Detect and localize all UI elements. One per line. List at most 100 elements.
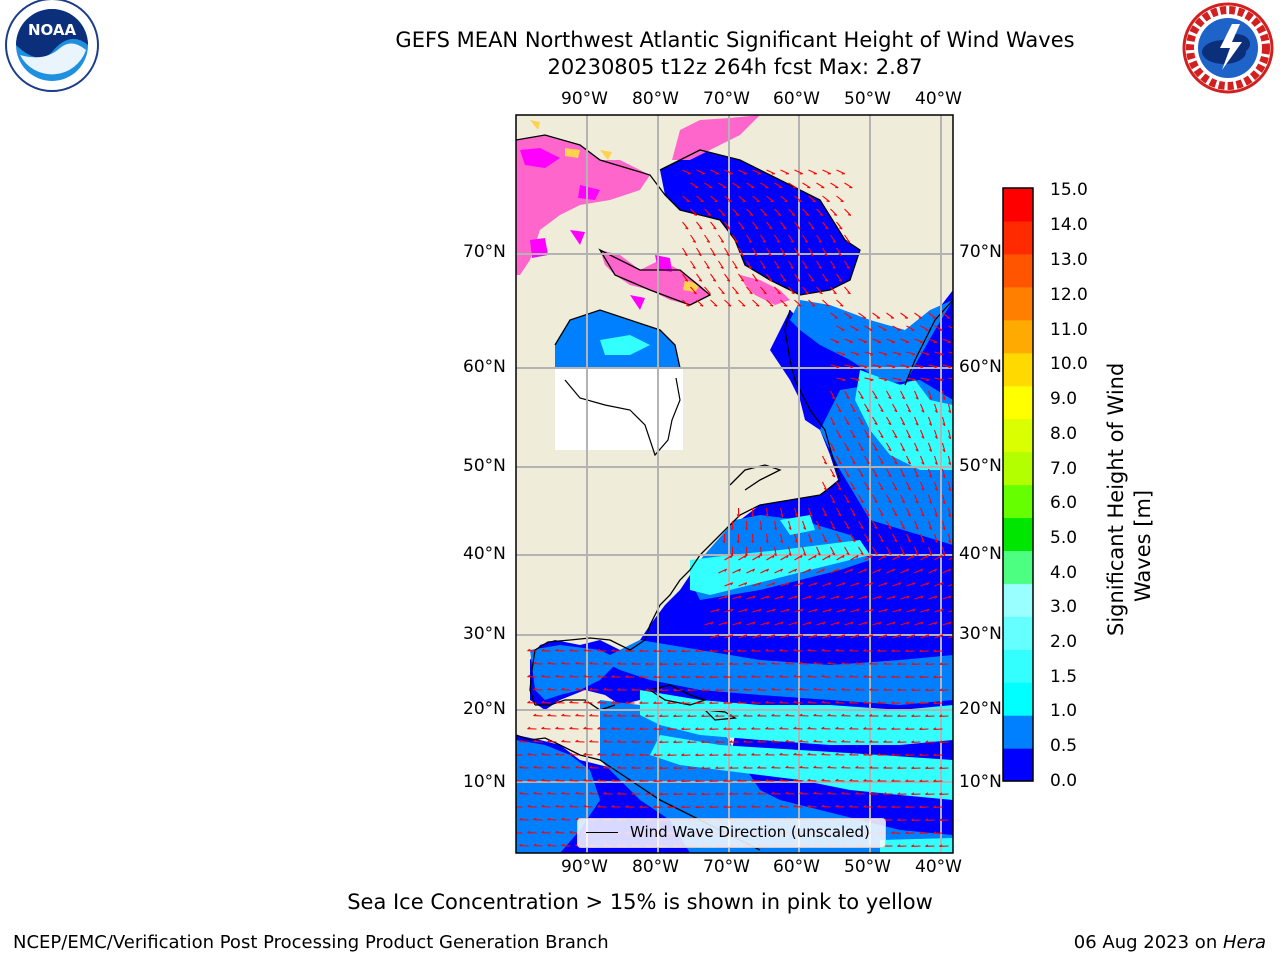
wind-wave-arrowhead <box>849 804 853 808</box>
wind-wave-arrowhead <box>869 766 873 769</box>
wind-wave-arrow <box>914 621 924 626</box>
wind-wave-arrowhead <box>751 727 755 730</box>
wind-wave-arrowhead <box>681 649 685 652</box>
wind-wave-arrow <box>780 247 786 256</box>
wind-wave-arrow <box>746 286 753 295</box>
wind-wave-arrowhead <box>898 353 902 356</box>
wind-wave-arrow <box>864 377 874 381</box>
wind-wave-arrowhead <box>948 366 952 369</box>
wind-wave-arrow <box>844 390 850 399</box>
wind-wave-arrow <box>765 533 769 543</box>
wind-wave-arrowhead <box>617 688 621 691</box>
wind-wave-arrow <box>919 533 925 543</box>
wind-wave-arrowhead <box>784 200 788 203</box>
wind-wave-arrowhead <box>791 214 795 216</box>
wind-wave-arrow <box>752 554 761 561</box>
wind-wave-arrowhead <box>743 792 747 795</box>
wind-wave-arrowhead <box>771 661 775 665</box>
wind-wave-arrowhead <box>727 227 731 230</box>
wind-wave-arrowhead <box>743 688 747 691</box>
wind-wave-arrowhead <box>812 200 816 203</box>
wind-wave-arrow <box>808 273 815 282</box>
wind-wave-arrowhead <box>583 700 587 704</box>
wind-wave-arrowhead <box>759 527 763 531</box>
wind-wave-arrowhead <box>814 634 818 638</box>
wind-wave-arrowhead <box>905 701 909 704</box>
wind-wave-arrowhead <box>803 553 807 556</box>
wind-wave-arrow <box>760 182 769 189</box>
wind-wave-arrow <box>774 568 783 574</box>
wind-wave-arrowhead <box>527 778 531 782</box>
wind-wave-arrowhead <box>770 200 774 203</box>
wind-wave-arrowhead <box>755 227 759 230</box>
colorbar-label-line-2: Waves [m] <box>1131 489 1155 602</box>
wind-wave-arrow <box>906 533 911 543</box>
wind-wave-arrow <box>836 247 842 256</box>
wind-wave-arrow <box>773 520 777 530</box>
wind-wave-arrowhead <box>852 539 856 543</box>
wind-wave-arrowhead <box>734 240 738 243</box>
wind-wave-arrowhead <box>597 752 601 756</box>
lon-label-bottom: 70°W <box>703 857 750 877</box>
wind-wave-arrowhead <box>827 713 831 717</box>
wind-wave-arrowhead <box>611 649 615 652</box>
wind-wave-arrowhead <box>915 500 919 504</box>
lat-label-right: 10°N <box>959 772 1002 792</box>
wind-wave-arrow <box>858 546 864 555</box>
wind-wave-arrow <box>732 595 742 600</box>
colorbar-cell <box>1003 286 1033 321</box>
wind-wave-arrowhead <box>786 634 790 638</box>
wind-wave-arrowhead <box>799 687 803 691</box>
wind-wave-arrowhead <box>846 396 850 400</box>
legend-line-icon <box>586 832 618 833</box>
colorbar-cell <box>1003 748 1033 782</box>
wind-wave-arrowhead <box>639 701 643 704</box>
wind-wave-arrowhead <box>911 688 915 691</box>
wind-wave-arrowhead <box>869 714 873 717</box>
wind-wave-arrowhead <box>847 214 851 216</box>
wind-wave-arrowhead <box>948 462 952 466</box>
wind-wave-arrowhead <box>835 804 839 808</box>
wind-wave-arrow <box>900 442 906 452</box>
wind-wave-arrow <box>864 481 870 490</box>
wind-wave-arrowhead <box>819 292 823 295</box>
wind-wave-arrow <box>724 195 732 203</box>
wind-wave-arrow <box>892 481 898 491</box>
wind-wave-arrowhead <box>934 514 938 517</box>
wind-wave-arrowhead <box>757 740 761 743</box>
wind-wave-arrowhead <box>933 727 937 730</box>
wind-wave-arrow <box>732 208 740 216</box>
wind-wave-arrow <box>822 299 830 307</box>
wind-wave-arrowhead <box>812 304 816 307</box>
wind-wave-arrowhead <box>860 396 864 400</box>
wind-wave-arrowhead <box>863 805 867 808</box>
wind-wave-arrowhead <box>915 474 919 478</box>
wind-wave-arrowhead <box>942 501 946 505</box>
wind-wave-arrowhead <box>894 435 898 439</box>
wind-wave-arrowhead <box>898 379 902 382</box>
wind-wave-arrow <box>830 494 836 504</box>
wind-wave-arrowhead <box>673 740 677 743</box>
wind-wave-arrow <box>802 286 809 295</box>
wind-wave-arrow <box>878 634 888 639</box>
wind-wave-arrowhead <box>713 227 717 230</box>
wind-wave-arrow <box>872 621 882 626</box>
wind-wave-arrowhead <box>884 608 888 612</box>
wind-wave-arrow <box>830 364 840 368</box>
wind-wave-arrowhead <box>722 540 725 544</box>
wind-wave-arrow <box>844 364 854 368</box>
wind-wave-arrow <box>745 520 748 531</box>
wind-wave-arrowhead <box>846 552 850 556</box>
wind-wave-arrowhead <box>695 649 699 652</box>
wind-wave-arrowhead <box>842 582 846 586</box>
wind-wave-arrowhead <box>934 568 938 572</box>
wind-wave-arrow <box>830 234 837 243</box>
wind-wave-arrowhead <box>846 240 850 243</box>
wind-wave-arrowhead <box>742 304 746 307</box>
wind-wave-arrowhead <box>762 266 766 269</box>
wind-wave-arrowhead <box>659 714 663 717</box>
wind-wave-arrow <box>836 481 842 491</box>
wind-wave-arrow <box>802 260 808 269</box>
wind-wave-arrowhead <box>797 227 801 230</box>
wind-wave-arrowhead <box>826 200 830 203</box>
